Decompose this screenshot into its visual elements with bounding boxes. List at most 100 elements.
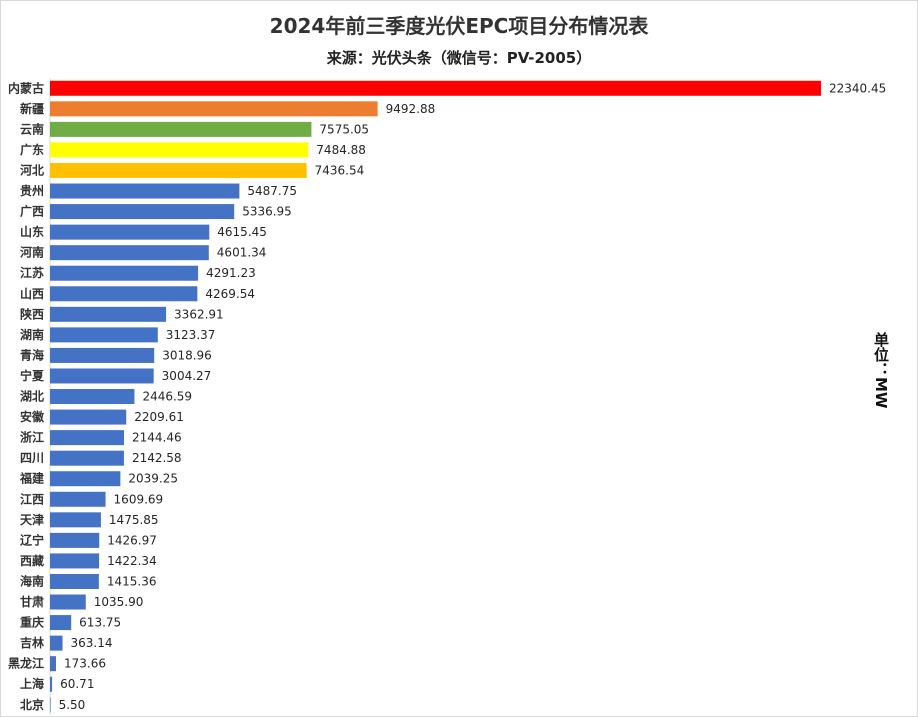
bar-3 <box>50 142 309 158</box>
value-label: 3004.27 <box>162 369 212 383</box>
value-label: 3018.96 <box>162 348 212 362</box>
chart-title: 2024年前三季度光伏EPC项目分布情况表 <box>269 14 649 38</box>
value-label: 1035.90 <box>94 595 144 609</box>
value-label: 2142.58 <box>132 451 182 465</box>
value-label: 7484.88 <box>316 143 366 157</box>
category-label: 福建 <box>19 471 45 486</box>
category-label: 宁夏 <box>20 368 45 383</box>
category-label: 西藏 <box>20 553 44 568</box>
bar-13 <box>50 347 155 363</box>
bar-12 <box>50 327 158 343</box>
bar-27 <box>50 635 63 651</box>
bar-11 <box>50 306 167 322</box>
category-label: 安徽 <box>20 409 45 424</box>
bar-21 <box>50 512 101 528</box>
unit-label: 单位：MW <box>872 331 890 409</box>
category-label: 北京 <box>20 697 44 712</box>
category-label: 河南 <box>19 245 44 260</box>
value-label: 1609.69 <box>114 492 164 506</box>
bar-5 <box>50 183 240 199</box>
value-label: 3362.91 <box>174 307 224 321</box>
value-label: 2144.46 <box>132 431 182 445</box>
category-label: 浙江 <box>20 430 44 445</box>
category-label: 湖南 <box>20 327 44 342</box>
category-label: 广西 <box>20 204 44 219</box>
bar-29 <box>50 676 53 692</box>
category-label: 湖北 <box>20 389 44 404</box>
bar-16 <box>50 409 127 425</box>
bar-0 <box>50 80 821 96</box>
bar-9 <box>50 265 199 281</box>
value-label: 5.50 <box>59 698 86 712</box>
bar-30 <box>50 697 51 713</box>
bar-28 <box>50 656 56 672</box>
value-label: 2039.25 <box>128 472 178 486</box>
category-label: 内蒙古 <box>8 80 44 95</box>
value-label: 173.66 <box>64 657 106 671</box>
category-label: 河北 <box>19 162 44 177</box>
value-label: 3123.37 <box>166 328 216 342</box>
value-label: 1475.85 <box>109 513 159 527</box>
bar-24 <box>50 573 99 589</box>
bar-17 <box>50 430 125 446</box>
value-label: 9492.88 <box>386 102 436 116</box>
category-label: 新疆 <box>20 101 44 116</box>
bar-18 <box>50 450 124 466</box>
value-label: 5336.95 <box>242 205 292 219</box>
category-label: 江苏 <box>20 265 44 280</box>
value-label: 7575.05 <box>319 122 369 136</box>
category-labels-group: 内蒙古新疆云南广东河北贵州广西山东河南江苏山西陕西湖南青海宁夏湖北安徽浙江四川福… <box>8 80 45 711</box>
bar-6 <box>50 204 235 220</box>
category-label: 辽宁 <box>20 532 44 547</box>
category-label: 吉林 <box>20 635 44 650</box>
bar-25 <box>50 594 86 610</box>
bar-23 <box>50 553 100 569</box>
category-label: 青海 <box>20 347 44 362</box>
category-label: 甘肃 <box>20 594 44 609</box>
category-label: 山西 <box>20 286 44 301</box>
value-label: 1422.34 <box>107 554 157 568</box>
category-label: 贵州 <box>20 183 44 198</box>
bar-2 <box>50 121 312 137</box>
bars-group <box>50 80 821 713</box>
category-label: 广东 <box>20 142 44 157</box>
value-label: 363.14 <box>71 636 113 650</box>
bar-20 <box>50 491 106 507</box>
value-label: 613.75 <box>79 616 121 630</box>
category-label: 四川 <box>20 451 44 465</box>
category-label: 黑龙江 <box>8 656 44 671</box>
bar-8 <box>50 245 209 261</box>
value-label: 4601.34 <box>217 246 267 260</box>
category-label: 天津 <box>20 512 44 527</box>
value-label: 4269.54 <box>205 287 255 301</box>
bar-4 <box>50 162 307 178</box>
category-label: 陕西 <box>20 306 44 321</box>
category-label: 重庆 <box>20 615 44 630</box>
value-label: 1415.36 <box>107 574 157 588</box>
bar-19 <box>50 471 121 487</box>
category-label: 海南 <box>20 573 44 588</box>
bar-14 <box>50 368 154 384</box>
bar-26 <box>50 615 72 631</box>
bar-10 <box>50 286 198 302</box>
chart-subtitle: 来源：光伏头条（微信号：PV-2005） <box>326 49 592 67</box>
value-label: 22340.45 <box>829 81 886 95</box>
value-label: 5487.75 <box>247 184 297 198</box>
value-label: 4615.45 <box>217 225 267 239</box>
value-label: 1426.97 <box>107 533 157 547</box>
value-label: 60.71 <box>60 677 94 691</box>
bar-7 <box>50 224 210 240</box>
category-label: 上海 <box>20 676 44 691</box>
value-labels-group: 22340.45 9492.88 7575.05 7484.88 7436.54 5487… <box>59 81 887 711</box>
category-label: 云南 <box>20 121 44 136</box>
bar-15 <box>50 389 135 405</box>
bar-1 <box>50 101 378 117</box>
value-label: 7436.54 <box>315 163 365 177</box>
bar-22 <box>50 532 100 548</box>
category-label: 山东 <box>20 224 44 239</box>
value-label: 4291.23 <box>206 266 256 280</box>
value-label: 2446.59 <box>142 390 192 404</box>
value-label: 2209.61 <box>134 410 184 424</box>
category-label: 江西 <box>20 491 44 506</box>
